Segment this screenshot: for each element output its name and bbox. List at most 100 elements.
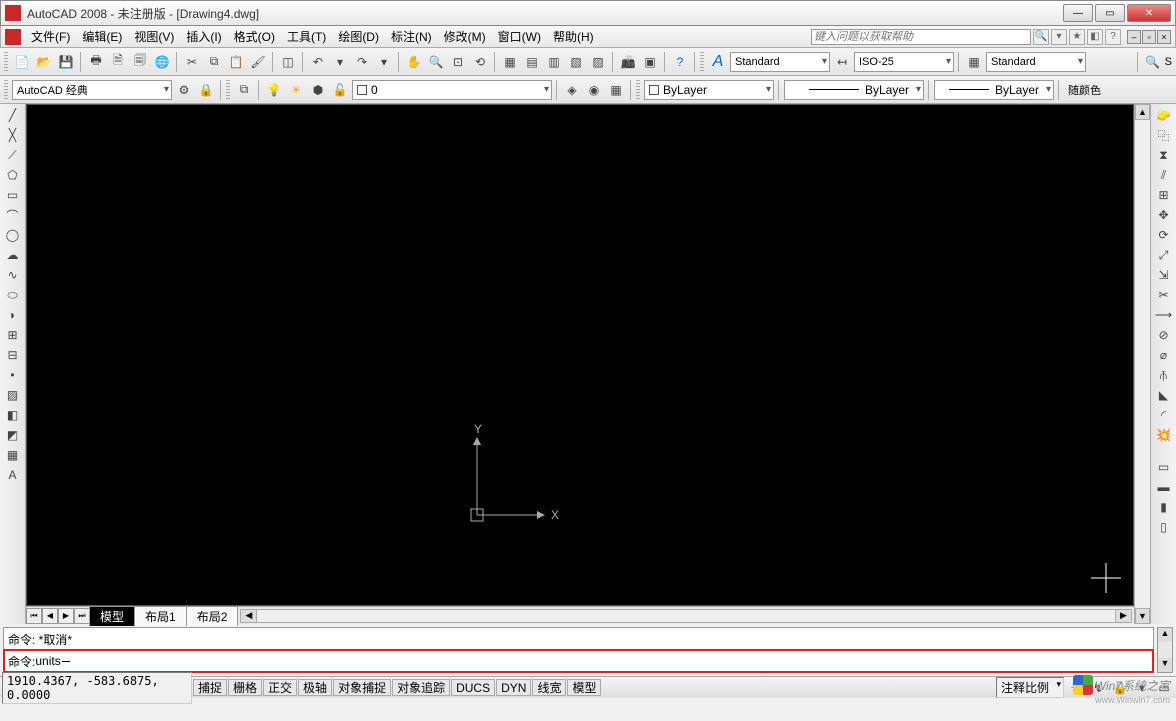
mdi-restore[interactable]: ▫ xyxy=(1142,30,1156,44)
layer-on-icon[interactable]: 💡 xyxy=(264,80,284,100)
otrack-toggle[interactable]: 对象追踪 xyxy=(392,679,450,696)
table-icon[interactable]: ▦ xyxy=(3,446,23,464)
publish-icon[interactable]: 🗐 xyxy=(130,52,150,72)
toolbar-grip[interactable] xyxy=(4,52,8,72)
save-icon[interactable]: 💾 xyxy=(56,52,76,72)
ducs-toggle[interactable]: DUCS xyxy=(451,679,495,696)
undo-dropdown-icon[interactable]: ▾ xyxy=(330,52,350,72)
array-icon[interactable]: ⊞ xyxy=(1154,186,1174,204)
ellipse-arc-icon[interactable]: ◗ xyxy=(3,306,23,324)
close-button[interactable]: ✕ xyxy=(1127,4,1171,22)
pan-icon[interactable]: ✋ xyxy=(404,52,424,72)
vscroll-up-icon[interactable]: ▲ xyxy=(1135,104,1150,120)
lineweight-dropdown[interactable]: ByLayer xyxy=(934,80,1054,100)
block-editor-icon[interactable]: ◫ xyxy=(278,52,298,72)
text-style-a-icon[interactable]: A xyxy=(708,52,728,72)
hscroll-right-icon[interactable]: ▶ xyxy=(1115,610,1131,622)
redo-dropdown-icon[interactable]: ▾ xyxy=(374,52,394,72)
draw-order-above-icon[interactable]: ▮ xyxy=(1154,498,1174,516)
draw-order-under-icon[interactable]: ▯ xyxy=(1154,518,1174,536)
rotate-icon[interactable]: ⟳ xyxy=(1154,226,1174,244)
toolbar-grip-2[interactable] xyxy=(700,52,704,72)
make-block-icon[interactable]: ⊟ xyxy=(3,346,23,364)
3d-dwf-icon[interactable]: 🌐 xyxy=(152,52,172,72)
command-input-line[interactable]: 命令: units xyxy=(4,650,1153,672)
sheet-set-icon[interactable]: ▧ xyxy=(566,52,586,72)
toolbar-grip-5[interactable] xyxy=(636,80,640,100)
table-style-dropdown[interactable]: Standard xyxy=(986,52,1086,72)
tab-next-icon[interactable]: ▶ xyxy=(58,608,74,624)
zoom-previous-icon[interactable]: ⟲ xyxy=(470,52,490,72)
star-icon[interactable]: ★ xyxy=(1069,29,1085,45)
menu-help[interactable]: 帮助(H) xyxy=(547,26,600,47)
tab-prev-icon[interactable]: ◀ xyxy=(42,608,58,624)
copy-obj-icon[interactable]: ⿻ xyxy=(1154,126,1174,144)
workspace-settings-icon[interactable]: ⚙ xyxy=(174,80,194,100)
layer-vp-freeze-icon[interactable]: ⬢ xyxy=(308,80,328,100)
menu-tools[interactable]: 工具(T) xyxy=(281,26,332,47)
polygon-icon[interactable]: ⬠ xyxy=(3,166,23,184)
linetype-dropdown[interactable]: ByLayer xyxy=(784,80,924,100)
tool-palettes-icon[interactable]: ▥ xyxy=(544,52,564,72)
revision-cloud-icon[interactable]: ☁ xyxy=(3,246,23,264)
zoom-realtime-icon[interactable]: 🔍 xyxy=(426,52,446,72)
menu-modify[interactable]: 修改(M) xyxy=(438,26,492,47)
vertical-scrollbar[interactable]: ▲ ▼ xyxy=(1134,104,1150,624)
command-scrollbar[interactable]: ▲ ▼ xyxy=(1157,627,1173,673)
coordinates-display[interactable]: 1910.4367, -583.6875, 0.0000 xyxy=(2,672,192,704)
polar-toggle[interactable]: 极轴 xyxy=(298,679,332,696)
menu-edit[interactable]: 编辑(E) xyxy=(76,26,128,47)
color-dropdown[interactable]: ByLayer xyxy=(644,80,774,100)
horizontal-scrollbar[interactable]: ◀ ▶ xyxy=(240,609,1132,623)
drawing-canvas[interactable]: X Y xyxy=(26,104,1134,606)
quick-calc-icon[interactable]: 📠 xyxy=(618,52,638,72)
tab-layout2[interactable]: 布局2 xyxy=(186,606,239,626)
cut-icon[interactable]: ✂ xyxy=(182,52,202,72)
menu-insert[interactable]: 插入(I) xyxy=(180,26,227,47)
markup-set-icon[interactable]: ▨ xyxy=(588,52,608,72)
grid-toggle[interactable]: 栅格 xyxy=(228,679,262,696)
hscroll-left-icon[interactable]: ◀ xyxy=(241,610,257,622)
mdi-minimize[interactable]: – xyxy=(1127,30,1141,44)
match-prop-icon[interactable]: 🖌 xyxy=(248,52,268,72)
annotation-scale-dropdown[interactable]: 注释比例 xyxy=(996,677,1064,698)
text-style-dropdown[interactable]: Standard xyxy=(730,52,830,72)
extend-icon[interactable]: ⟶ xyxy=(1154,306,1174,324)
construction-line-icon[interactable]: ╳ xyxy=(3,126,23,144)
layer-lock-icon[interactable]: 🔓 xyxy=(330,80,350,100)
mdi-close[interactable]: × xyxy=(1157,30,1171,44)
search-icon[interactable]: 🔍 xyxy=(1033,29,1049,45)
help-icon[interactable]: ? xyxy=(1105,29,1121,45)
print-icon[interactable]: 🖶 xyxy=(86,52,106,72)
design-center-icon[interactable]: ▤ xyxy=(522,52,542,72)
properties-icon[interactable]: ▦ xyxy=(500,52,520,72)
chamfer-icon[interactable]: ◣ xyxy=(1154,386,1174,404)
insert-block-icon[interactable]: ⊞ xyxy=(3,326,23,344)
chevron-down-icon[interactable]: ▾ xyxy=(1051,29,1067,45)
break-point-icon[interactable]: ⊘ xyxy=(1154,326,1174,344)
search-tool-icon[interactable]: 🔍 xyxy=(1143,52,1163,72)
line-icon[interactable]: ╱ xyxy=(3,106,23,124)
toolbar-grip-3[interactable] xyxy=(4,80,8,100)
scale-icon[interactable]: ⤢ xyxy=(1154,246,1174,264)
dyn-toggle[interactable]: DYN xyxy=(496,679,531,696)
paste-icon[interactable]: 📋 xyxy=(226,52,246,72)
spline-icon[interactable]: ∿ xyxy=(3,266,23,284)
dim-style-dropdown[interactable]: ISO-25 xyxy=(854,52,954,72)
layer-freeze-icon[interactable]: ☀ xyxy=(286,80,306,100)
tab-last-icon[interactable]: ⏭ xyxy=(74,608,90,624)
copy-icon[interactable]: ⧉ xyxy=(204,52,224,72)
circle-icon[interactable]: ◯ xyxy=(3,226,23,244)
layer-dropdown[interactable]: 0 xyxy=(352,80,552,100)
erase-icon[interactable]: 🧽 xyxy=(1154,106,1174,124)
region-icon[interactable]: ◩ xyxy=(3,426,23,444)
osnap-toggle[interactable]: 对象捕捉 xyxy=(333,679,391,696)
maximize-button[interactable]: ▭ xyxy=(1095,4,1125,22)
move-icon[interactable]: ✥ xyxy=(1154,206,1174,224)
zoom-window-icon[interactable]: ⊡ xyxy=(448,52,468,72)
new-icon[interactable]: 📄 xyxy=(12,52,32,72)
ellipse-icon[interactable]: ⬭ xyxy=(3,286,23,304)
mirror-icon[interactable]: ⧗ xyxy=(1154,146,1174,164)
table-style-icon[interactable]: ▦ xyxy=(964,52,984,72)
minimize-button[interactable]: — xyxy=(1063,4,1093,22)
